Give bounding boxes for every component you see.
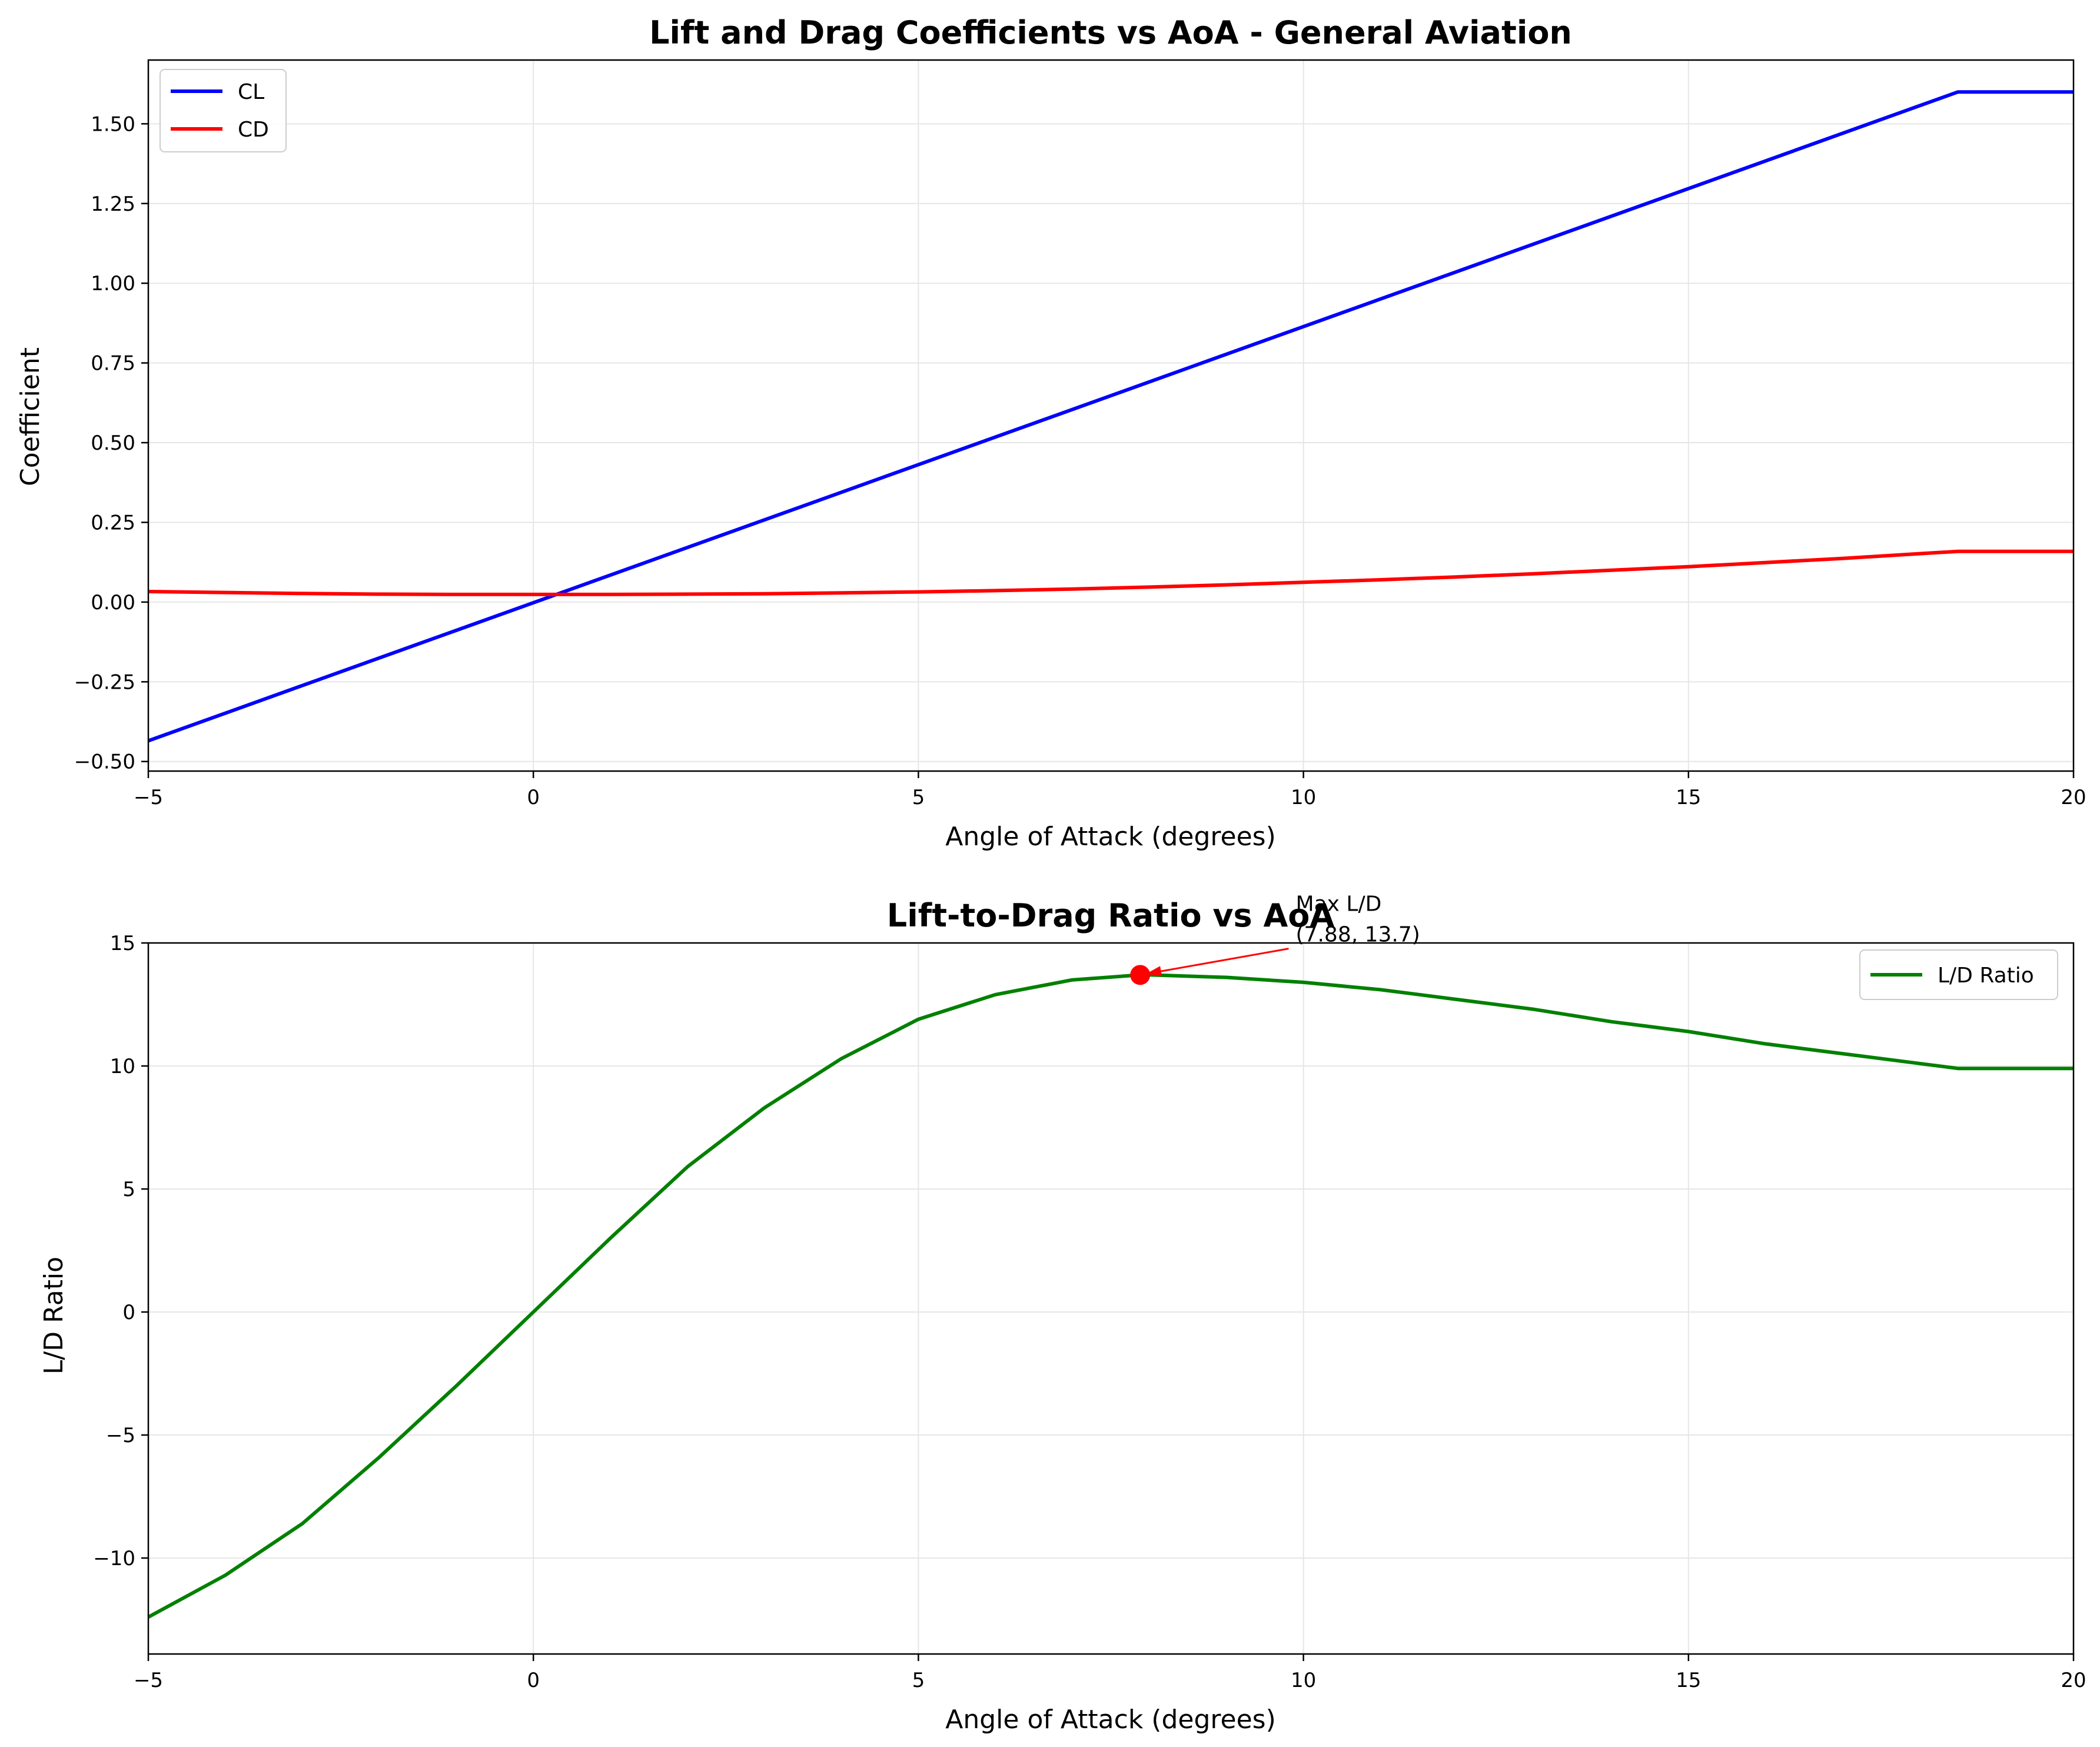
max-ld-annotation: Max L/D (7.88, 13.7) (1130, 892, 1420, 985)
y-tick-label: 0.75 (91, 352, 135, 376)
y-tick-label: −0.25 (74, 670, 135, 694)
y-ticks: −10 −5 0 5 10 15 (93, 932, 148, 1570)
x-tick-label: −5 (134, 786, 163, 809)
y-tick-label: 1.00 (91, 272, 135, 295)
legend-label-cl: CL (238, 80, 264, 104)
y-tick-label: 1.25 (91, 192, 135, 216)
y-tick-label: −5 (106, 1424, 135, 1447)
series-line-cd (148, 549, 2074, 596)
legend-label-cd: CD (238, 118, 269, 142)
legend: L/D Ratio (1859, 949, 2058, 1000)
chart-title: Lift-to-Drag Ratio vs AoA (887, 897, 1335, 934)
x-ticks: −5 0 5 10 15 20 (134, 771, 2086, 809)
legend: CL CD (160, 69, 287, 152)
lift-drag-chart: Lift and Drag Coefficients vs AoA - Gene… (15, 14, 2086, 852)
y-tick-label: 5 (122, 1178, 135, 1201)
x-tick-label: 0 (527, 1669, 540, 1692)
x-tick-label: 15 (1676, 1669, 1701, 1692)
x-tick-label: 20 (2061, 786, 2086, 809)
y-tick-label: 1.50 (91, 112, 135, 136)
y-tick-label: −0.50 (74, 750, 135, 774)
y-ticks: −0.50 −0.25 0.00 0.25 0.50 0.75 1.00 1.25 1.50 (74, 112, 148, 774)
annotation-line-1: Max L/D (1296, 892, 1382, 916)
x-tick-label: −5 (134, 1669, 163, 1692)
x-axis-label: Angle of Attack (degrees) (945, 1705, 1276, 1735)
y-tick-label: −10 (93, 1547, 135, 1570)
y-tick-label: 0.50 (91, 431, 135, 455)
y-tick-label: 10 (110, 1055, 135, 1078)
x-tick-label: 10 (1291, 786, 1316, 809)
series-line-cl (147, 90, 2074, 743)
plot-frame (147, 942, 2075, 1655)
plot-frame (147, 59, 2075, 772)
y-tick-label: 15 (110, 932, 135, 955)
x-axis-label: Angle of Attack (degrees) (945, 822, 1276, 852)
x-tick-label: 0 (527, 786, 540, 809)
x-tick-label: 15 (1676, 786, 1701, 809)
x-ticks: −5 0 5 10 15 20 (134, 1654, 2086, 1692)
y-tick-label: 0.25 (91, 511, 135, 534)
lift-to-drag-chart: Lift-to-Drag Ratio vs AoA −5 0 5 10 15 20 −10… (39, 892, 2086, 1735)
series-lines (147, 90, 2074, 743)
x-tick-label: 5 (912, 1669, 925, 1692)
annotation-arrow (1156, 948, 1289, 973)
gridlines (148, 60, 2074, 771)
chart-title: Lift and Drag Coefficients vs AoA - Gene… (649, 14, 1572, 51)
annotation-line-2: (7.88, 13.7) (1296, 923, 1420, 947)
legend-label-ld: L/D Ratio (1938, 964, 2034, 988)
y-axis-label: Coefficient (15, 347, 45, 486)
y-tick-label: 0.00 (91, 591, 135, 615)
max-ld-marker (1130, 965, 1151, 985)
y-tick-label: 0 (122, 1301, 135, 1324)
x-tick-label: 5 (912, 786, 925, 809)
y-axis-label: L/D Ratio (39, 1257, 69, 1374)
legend-box (1859, 949, 2058, 1000)
x-tick-label: 10 (1291, 1669, 1316, 1692)
x-tick-label: 20 (2061, 1669, 2086, 1692)
